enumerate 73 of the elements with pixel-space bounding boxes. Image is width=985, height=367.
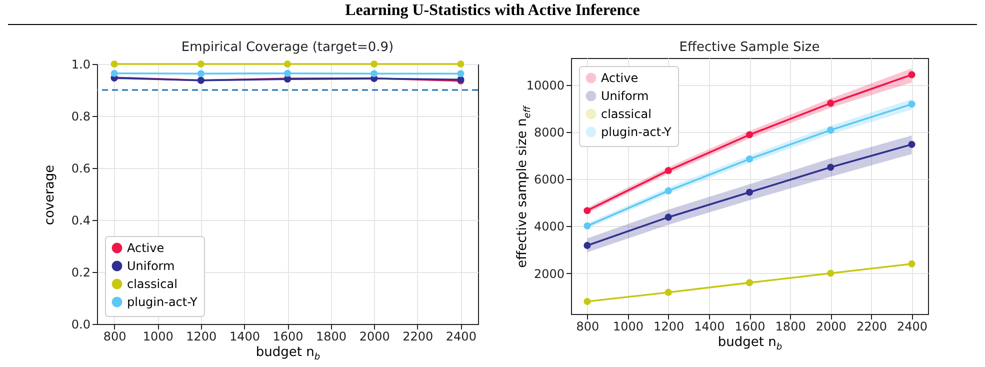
point	[664, 187, 672, 194]
point	[110, 70, 118, 77]
x-tick-label: 2400	[897, 320, 928, 334]
text: Learning U-Statistics with Active Inference	[344, 2, 641, 20]
y-axis-title: coverage	[42, 164, 57, 225]
chart-title: Empirical Coverage (target=0.9)	[181, 40, 394, 55]
point	[370, 70, 378, 78]
x-tick-label: 2000	[816, 320, 846, 334]
x-tick-label: 1800	[316, 330, 347, 344]
y-tick-label: 1.0	[71, 58, 90, 72]
point	[197, 70, 204, 78]
point	[284, 60, 292, 68]
x-tick-label: 1400	[229, 330, 260, 344]
point	[827, 100, 834, 107]
point	[827, 270, 834, 277]
x-tick-label: 1200	[186, 330, 217, 344]
legend-label: classical	[601, 107, 652, 121]
x-tick-label: 800	[103, 330, 126, 344]
point	[284, 70, 292, 77]
point	[746, 188, 754, 196]
chart-title: Effective Sample Size	[679, 40, 820, 55]
y-tick-label: 4000	[534, 220, 564, 234]
point	[584, 207, 591, 214]
point	[664, 288, 672, 296]
point	[664, 167, 672, 174]
point	[908, 71, 916, 78]
x-tick-label: 2000	[359, 330, 390, 344]
point	[197, 60, 204, 68]
legend-label: Uniform	[127, 259, 175, 273]
x-axis-title: budget n$_{b}$	[718, 334, 782, 352]
x-tick-label: 1600	[272, 330, 304, 344]
point	[908, 260, 916, 268]
point	[664, 214, 672, 221]
point	[746, 279, 754, 286]
x-tick-label: 2200	[856, 320, 887, 334]
x-tick-label: 1000	[613, 320, 644, 334]
point	[746, 156, 754, 163]
y-tick-label: 2000	[534, 266, 564, 281]
point	[908, 100, 916, 108]
x-tick-label: 1800	[775, 320, 806, 334]
legend-label: plugin-act-Y	[601, 125, 672, 139]
x-tick-label: 1200	[654, 320, 684, 334]
legend-label: plugin-act-Y	[127, 295, 198, 309]
legend-label: Uniform	[601, 89, 649, 103]
x-tick-label: 2400	[446, 330, 476, 344]
y-tick-label: 0.0	[71, 318, 90, 332]
x-tick-label: 2200	[402, 330, 434, 344]
point	[584, 242, 591, 249]
point	[370, 60, 378, 68]
x-tick-label: 1400	[694, 320, 725, 334]
point	[457, 70, 464, 78]
point	[827, 164, 834, 171]
y-tick-label: 0.8	[71, 110, 90, 124]
x-tick-label: 1000	[142, 330, 174, 344]
y-tick-label: 6000	[534, 172, 564, 187]
legend-label: classical	[127, 277, 178, 291]
y-tick-label: 10000	[526, 78, 564, 92]
point	[746, 131, 754, 138]
x-axis-title: budget n$_{b}$	[256, 344, 320, 362]
point	[584, 298, 591, 306]
point	[827, 126, 834, 134]
y-tick-label: 0.6	[71, 162, 90, 176]
point	[584, 222, 591, 230]
legend-label: Active	[601, 71, 638, 85]
point	[457, 60, 464, 68]
y-tick-label: 0.4	[71, 214, 90, 228]
x-tick-label: 800	[576, 320, 600, 334]
y-tick-label: 8000	[534, 125, 564, 140]
legend-label: Active	[127, 241, 164, 255]
point	[110, 60, 118, 68]
point	[908, 140, 916, 148]
y-tick-label: 0.2	[71, 266, 90, 280]
x-tick-label: 1600	[734, 320, 766, 334]
